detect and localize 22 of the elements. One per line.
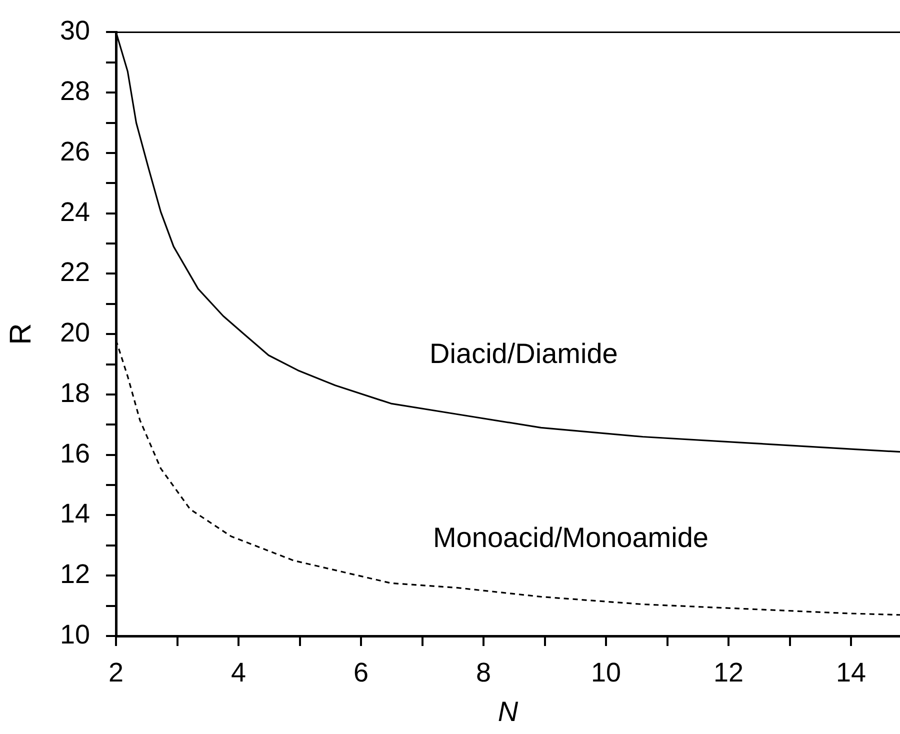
y-tick-label: 10 [60,619,90,650]
x-tick-label: 8 [476,658,492,688]
x-tick-label: 12 [713,658,744,688]
x-tick-label: 10 [590,658,622,688]
y-axis-title: R [4,323,38,345]
x-tick-label: 14 [836,658,866,688]
y-tick-label: 16 [60,438,90,468]
x-tick-label: 4 [231,658,246,688]
x-tick-label: 6 [354,658,369,688]
annotation: Monoacid/Monoamide [432,522,708,554]
annotation: Diacid/Diamide [430,338,618,369]
y-tick-label: 30 [60,16,90,46]
y-tick-label: 26 [60,136,90,166]
y-tick-label: 18 [60,378,90,408]
y-tick-label: 24 [60,196,90,227]
y-tick-label: 22 [60,257,90,288]
y-tick-label: 12 [60,559,90,590]
x-tick-label: 2 [108,658,124,688]
y-tick-label: 14 [60,498,90,529]
y-tick-label: 20 [60,318,90,348]
y-tick-label: 28 [60,76,90,106]
x-axis-title: N [498,696,519,727]
